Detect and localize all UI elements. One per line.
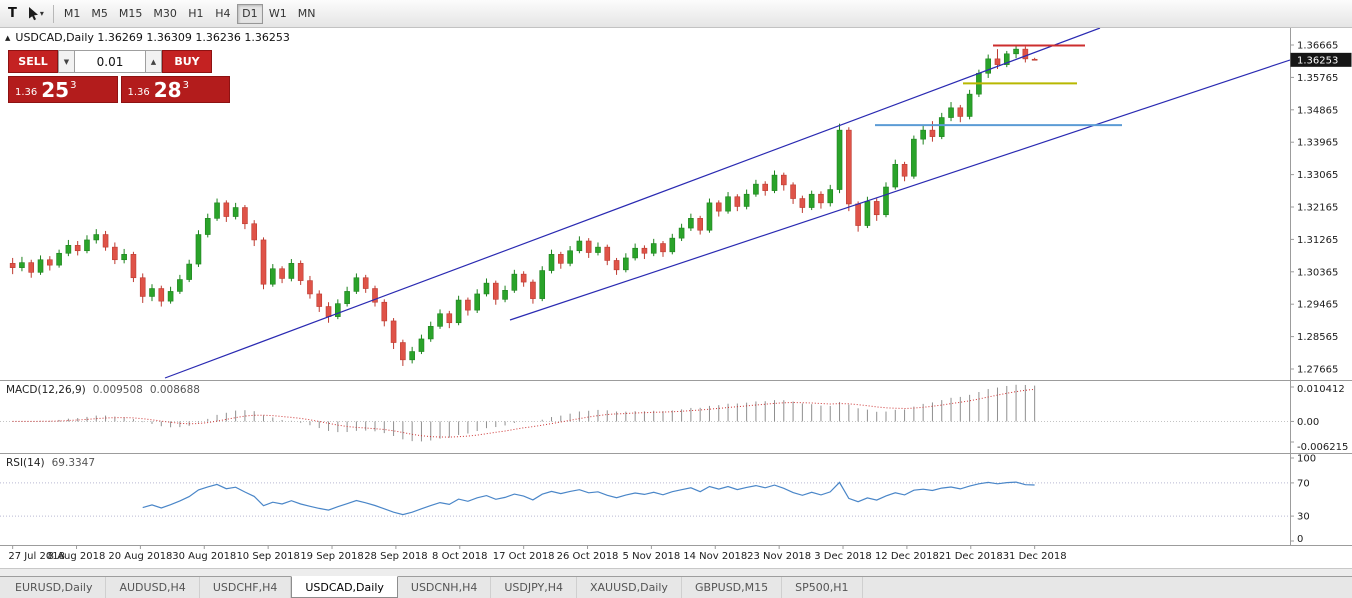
svg-text:28 Sep 2018: 28 Sep 2018 <box>364 551 427 562</box>
timeframe-button-m5[interactable]: M5 <box>86 4 113 24</box>
top-toolbar: T ▾ M1 M5 M15 M30 H1 H4 D1 W1 MN <box>0 0 1352 28</box>
sell-price-sup: 3 <box>70 80 77 91</box>
chevron-down-icon: ▾ <box>39 9 44 18</box>
buy-price-sup: 3 <box>182 80 189 91</box>
rsi-indicator-label: RSI(14) 69.3347 <box>6 457 95 469</box>
chart-tab-usdcnh-h4[interactable]: USDCNH,H4 <box>398 577 492 598</box>
svg-text:1.32165: 1.32165 <box>1297 203 1338 214</box>
svg-text:1.29465: 1.29465 <box>1297 300 1338 311</box>
lot-size-input[interactable] <box>75 50 145 73</box>
price-axis: 1.36665 1.35765 1.34865 1.33965 1.33065 1.321… <box>1290 41 1338 376</box>
sell-price-button[interactable]: 1.36 25 3 <box>8 76 118 103</box>
macd-indicator-label: MACD(12,26,9) 0.009508 0.008688 <box>6 384 200 396</box>
svg-text:12 Dec 2018: 12 Dec 2018 <box>875 551 939 562</box>
svg-text:1.27665: 1.27665 <box>1297 365 1338 376</box>
chart-tab-sp500-h1[interactable]: SP500,H1 <box>782 577 863 598</box>
sell-button[interactable]: SELL <box>8 50 58 73</box>
buy-price-button[interactable]: 1.36 28 3 <box>120 76 230 103</box>
svg-text:0: 0 <box>1297 534 1303 545</box>
current-price-label: 1.36253 <box>1290 52 1352 67</box>
cursor-arrow-icon <box>28 7 38 21</box>
macd-label-text: MACD(12,26,9) <box>6 384 86 396</box>
timeframe-button-m30[interactable]: M30 <box>148 4 182 24</box>
macd-main-value: 0.009508 <box>92 384 143 396</box>
timeframe-button-m15[interactable]: M15 <box>114 4 148 24</box>
svg-text:14 Nov 2018: 14 Nov 2018 <box>683 551 747 562</box>
timeframe-button-d1[interactable]: D1 <box>236 3 263 24</box>
timeframe-toolbar: M1 M5 M15 M30 H1 H4 D1 W1 MN <box>59 3 321 24</box>
sell-price-big: 25 <box>41 78 70 102</box>
svg-text:23 Nov 2018: 23 Nov 2018 <box>747 551 811 562</box>
buy-price-prefix: 1.36 <box>127 87 150 98</box>
price-chart[interactable]: 1.36665 1.35765 1.34865 1.33965 1.33065 1.321… <box>0 28 1352 568</box>
svg-text:8 Aug 2018: 8 Aug 2018 <box>48 551 106 562</box>
svg-text:30: 30 <box>1297 512 1310 523</box>
lot-increase-button[interactable]: ▲ <box>145 50 162 73</box>
svg-text:26 Oct 2018: 26 Oct 2018 <box>557 551 619 562</box>
svg-text:1.30365: 1.30365 <box>1297 267 1338 278</box>
horizontal-scrollbar[interactable] <box>0 568 1352 576</box>
chart-tab-usdchf-h4[interactable]: USDCHF,H4 <box>200 577 292 598</box>
svg-text:-0.006215: -0.006215 <box>1297 442 1348 453</box>
svg-text:1.36665: 1.36665 <box>1297 41 1338 52</box>
svg-text:1.28565: 1.28565 <box>1297 332 1338 343</box>
svg-text:1.31265: 1.31265 <box>1297 235 1338 246</box>
chart-tab-usdcad-daily[interactable]: USDCAD,Daily <box>291 576 398 598</box>
rsi-value: 69.3347 <box>51 457 96 469</box>
chart-title: ▲ USDCAD,Daily 1.36269 1.36309 1.36236 1… <box>5 31 290 44</box>
macd-signal-value: 0.008688 <box>149 384 200 396</box>
timeframe-button-h1[interactable]: H1 <box>183 4 209 24</box>
chart-tab-xauusd-daily[interactable]: XAUUSD,Daily <box>577 577 682 598</box>
svg-text:20 Aug 2018: 20 Aug 2018 <box>108 551 172 562</box>
svg-text:31 Dec 2018: 31 Dec 2018 <box>1003 551 1067 562</box>
timeframe-button-h4[interactable]: H4 <box>210 4 236 24</box>
svg-text:8 Oct 2018: 8 Oct 2018 <box>432 551 487 562</box>
candles-layer <box>9 45 1038 366</box>
chart-window: 1.36665 1.35765 1.34865 1.33965 1.33065 1.321… <box>0 28 1352 568</box>
svg-text:21 Dec 2018: 21 Dec 2018 <box>939 551 1003 562</box>
svg-text:3 Dec 2018: 3 Dec 2018 <box>814 551 872 562</box>
svg-text:30 Aug 2018: 30 Aug 2018 <box>172 551 236 562</box>
svg-text:5 Nov 2018: 5 Nov 2018 <box>623 551 681 562</box>
svg-text:0.010412: 0.010412 <box>1297 384 1345 395</box>
svg-text:17 Oct 2018: 17 Oct 2018 <box>493 551 555 562</box>
svg-text:1.33965: 1.33965 <box>1297 138 1338 149</box>
symbol-marker-icon: ▲ <box>5 33 11 42</box>
svg-text:1.36253: 1.36253 <box>1297 55 1338 66</box>
one-click-trading-panel: SELL ▼ ▲ BUY 1.36 25 3 1.36 28 3 <box>8 50 230 103</box>
svg-text:19 Sep 2018: 19 Sep 2018 <box>300 551 363 562</box>
cursor-tool-button[interactable]: ▾ <box>22 4 48 23</box>
svg-text:0.00: 0.00 <box>1297 417 1319 428</box>
chart-tab-gbpusd-m15[interactable]: GBPUSD,M15 <box>682 577 783 598</box>
timeframe-button-mn[interactable]: MN <box>293 4 321 24</box>
svg-text:1.33065: 1.33065 <box>1297 170 1338 181</box>
chart-tab-usdjpy-h4[interactable]: USDJPY,H4 <box>491 577 577 598</box>
chart-tabs-bar: EURUSD,Daily AUDUSD,H4 USDCHF,H4 USDCAD,Dai… <box>0 576 1352 598</box>
rsi-panel: 100 70 30 0 <box>0 454 1316 545</box>
timeframe-button-w1[interactable]: W1 <box>264 4 292 24</box>
svg-text:1.34865: 1.34865 <box>1297 105 1338 116</box>
toolbar-separator <box>52 4 54 23</box>
svg-text:70: 70 <box>1297 478 1310 489</box>
chart-tab-eurusd-daily[interactable]: EURUSD,Daily <box>2 577 107 598</box>
svg-text:1.35765: 1.35765 <box>1297 73 1338 84</box>
horizontal-level-lines[interactable] <box>875 44 1122 127</box>
svg-text:100: 100 <box>1297 454 1316 465</box>
lot-decrease-button[interactable]: ▼ <box>58 50 75 73</box>
macd-panel: 0.010412 0.00 -0.006215 <box>0 384 1348 453</box>
sell-price-prefix: 1.36 <box>15 87 38 98</box>
buy-price-big: 28 <box>153 78 182 102</box>
chart-title-text: USDCAD,Daily 1.36269 1.36309 1.36236 1.3… <box>15 31 290 44</box>
trend-channel[interactable] <box>164 28 1290 379</box>
window-menu-icon[interactable]: T <box>8 6 17 21</box>
svg-text:10 Sep 2018: 10 Sep 2018 <box>236 551 299 562</box>
svg-text:27 Jul 2018: 27 Jul 2018 <box>8 551 65 562</box>
chart-tab-audusd-h4[interactable]: AUDUSD,H4 <box>106 577 200 598</box>
buy-button[interactable]: BUY <box>162 50 212 73</box>
rsi-label-text: RSI(14) <box>6 457 45 469</box>
timeframe-button-m1[interactable]: M1 <box>59 4 86 24</box>
